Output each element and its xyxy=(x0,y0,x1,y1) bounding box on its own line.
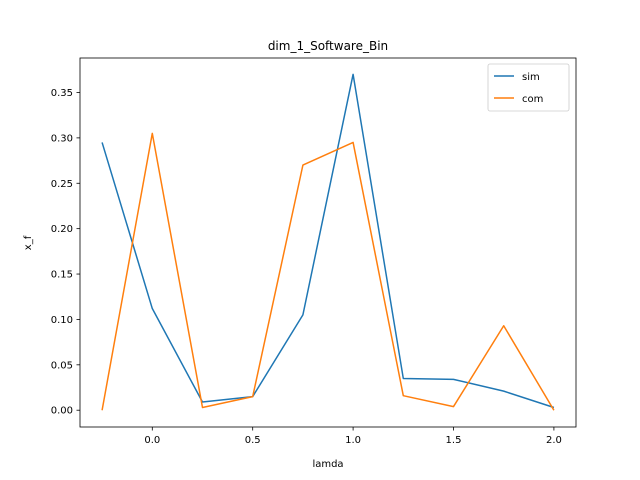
x-axis-label: lamda xyxy=(312,459,343,470)
legend-label-com: com xyxy=(522,94,543,105)
series-line-com xyxy=(101,132,555,411)
y-tick-label: 0.35 xyxy=(51,88,73,99)
plot-area: 0.0 0.5 1.0 1.5 2.0 0.00 0.05 0.10 0.15 0.20 0.25 0… xyxy=(51,57,577,446)
y-tick-label: 0.25 xyxy=(51,179,73,190)
y-tick-label: 0.00 xyxy=(51,406,73,417)
x-tick-label: 1.0 xyxy=(345,435,361,446)
x-tick-label: 0.5 xyxy=(245,435,261,446)
legend: sim com xyxy=(487,63,570,112)
y-tick-label: 0.30 xyxy=(51,133,73,144)
y-tick-label: 0.15 xyxy=(51,270,73,281)
y-tick-label: 0.05 xyxy=(51,360,73,371)
y-tick-label: 0.20 xyxy=(51,224,73,235)
y-axis-label: x_f xyxy=(23,235,34,250)
y-tick-label: 0.10 xyxy=(51,315,73,326)
legend-label-sim: sim xyxy=(522,72,540,83)
x-tick-label: 0.0 xyxy=(144,435,160,446)
x-tick-label: 1.5 xyxy=(446,435,462,446)
x-tick-label: 2.0 xyxy=(546,435,562,446)
series-line-sim xyxy=(101,73,555,409)
chart-title: dim_1_Software_Bin xyxy=(268,39,388,53)
axes-frame xyxy=(79,57,577,428)
